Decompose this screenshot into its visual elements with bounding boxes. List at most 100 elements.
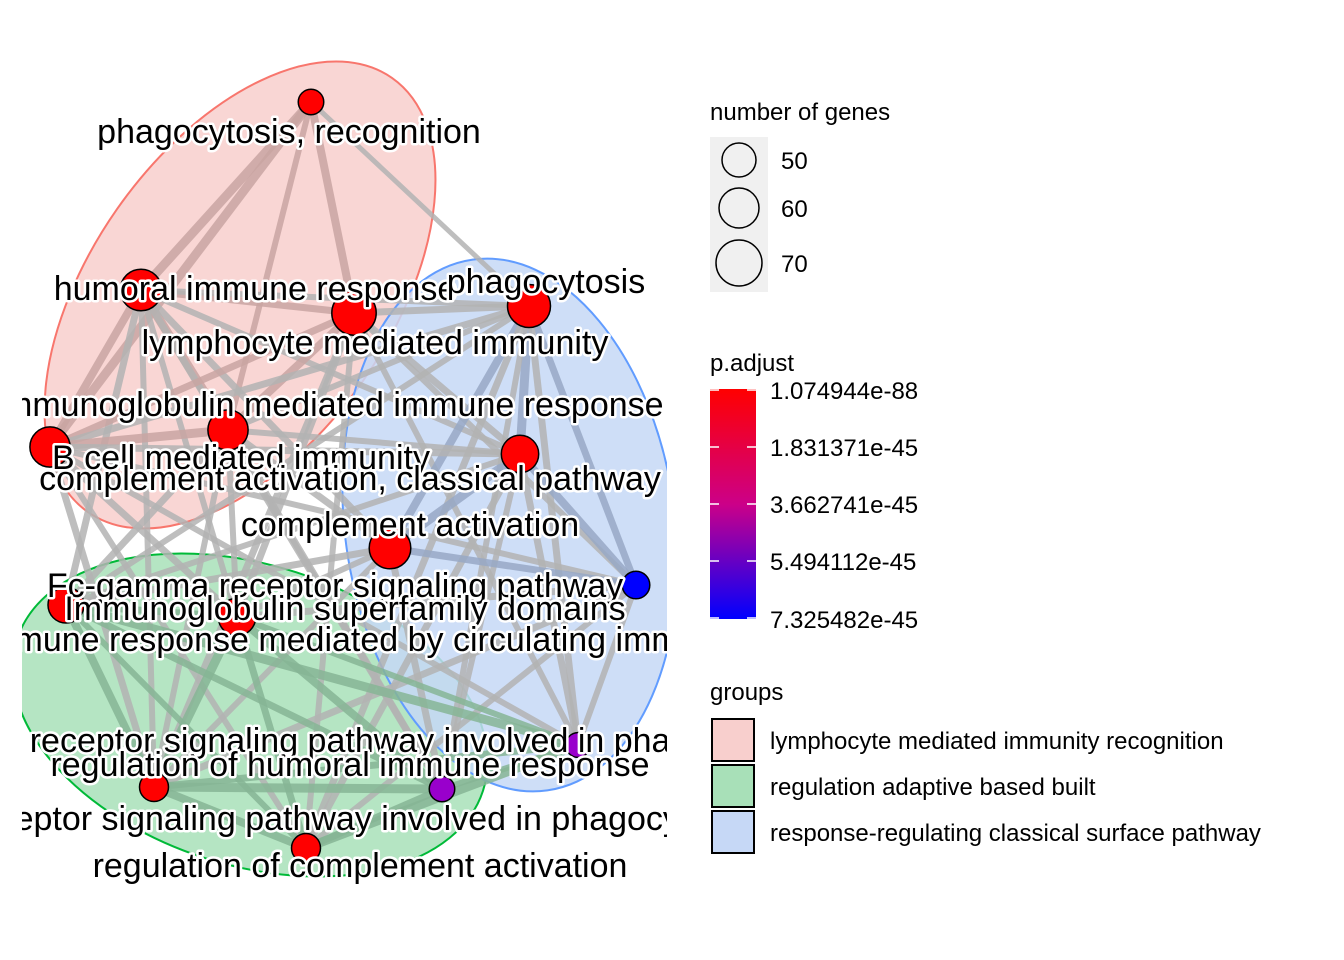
edge [64,601,444,793]
edges [46,98,640,853]
edge [64,303,531,608]
edge [151,429,231,788]
size-legend-circle-70 [715,239,763,287]
edge [46,287,145,450]
size-legend-label-70: 70 [781,251,808,278]
edge [49,443,521,458]
node-label-7: complement activation, classical pathway [39,460,661,498]
padjust-tick-1: 1.074944e-88 [770,378,918,405]
node-label-15: regulation of complement activation [93,847,628,885]
node-label-5: immunoglobulin mediated immune response [0,386,664,424]
node-7 [500,434,540,474]
edge [226,303,531,433]
edge [65,451,521,608]
node-9 [621,570,651,600]
edge [225,101,314,431]
edge [386,304,533,550]
node-6 [29,426,71,468]
edge [304,785,444,852]
node-label-4: phagocytosis [447,263,645,301]
node-label-6: B cell mediated immunity [52,439,430,477]
edge [235,614,580,748]
padjust-tick-4: 5.494112e-45 [770,549,916,576]
edge [46,99,315,450]
edge [65,544,391,609]
edge [575,583,639,747]
groups-legend-swatch-3 [711,810,755,854]
node-5 [207,409,249,451]
edge [517,451,639,588]
edge [138,287,393,551]
padjust-tick-3: 3.662741e-45 [770,492,918,519]
node-label-1: phagocytosis, recognition [97,113,481,151]
node-label-14: Fc receptor signaling pathway involved i… [0,800,750,838]
node-10 [217,597,257,637]
edge [236,581,637,621]
node-1 [297,88,325,116]
edge [353,302,530,317]
edge [302,304,533,850]
size-legend-label-50: 50 [781,148,808,175]
node-label-9: Fc-gamma receptor signaling pathway [47,567,623,605]
edge [140,287,530,309]
size-legend-circle-50 [721,142,757,178]
groups-legend-label-1: lymphocyte mediated immunity recognition [770,728,1224,755]
nodes [29,88,651,864]
edge [47,444,240,620]
edge [65,601,238,621]
node-labels: phagocytosis, recognition humoral immune … [0,111,854,888]
padjust-tick-5: 7.325482e-45 [770,607,918,634]
node-3 [331,290,377,336]
edge [48,444,580,748]
edge [152,581,638,791]
groups-legend: groups lymphocyte mediated immunity reco… [710,679,1261,854]
groups-legend-label-2: regulation adaptive based built [770,774,1096,801]
edge [151,545,393,790]
edge [138,289,240,618]
edge [525,305,582,746]
padjust-tick-2: 1.831371e-45 [770,435,918,462]
node-label-8: complement activation [241,506,579,544]
node-13 [138,771,170,803]
node-11 [47,586,85,624]
edge [153,741,579,791]
node-label-12: Fc-gamma receptor signaling pathway invo… [0,722,812,760]
edge [62,603,158,789]
edge [307,101,358,314]
node-2 [119,268,163,312]
edge [516,453,582,746]
node-14 [428,775,456,803]
edge [309,100,531,308]
node-label-11: humoral immune response mediated by circ… [0,621,854,659]
padjust-legend: p.adjust 1.074944e-88 1.831371e-45 3.662… [710,350,918,634]
node-label-13: regulation of humoral immune response [50,746,649,784]
groups-legend-label-3: response-regulating classical surface pa… [770,820,1261,847]
edge [153,782,443,794]
groups-legend-title: groups [710,679,783,706]
node-label-10: Immunoglobulin superfamily domains [64,590,625,628]
edge [63,602,309,851]
edge [235,545,392,620]
edge [439,453,523,790]
edge [387,450,523,552]
node-label-3: lymphocyte mediated immunity [142,324,609,362]
node-label-2: humoral immune response [54,270,457,308]
size-legend-circle-60 [718,187,760,229]
padjust-legend-title: p.adjust [710,350,794,377]
edge [389,544,637,589]
edge [152,783,308,852]
node-4 [506,283,552,329]
groups-legend-swatch-2 [711,764,755,808]
edge [225,310,357,433]
size-legend-label-60: 60 [781,196,808,223]
edge [47,445,309,850]
edge [225,429,240,618]
edge [303,312,357,849]
edge [525,304,640,587]
edge [64,600,580,750]
edge [48,309,356,451]
edge [351,311,581,747]
edge [49,302,530,451]
size-legend: number of genes 50 60 70 [710,99,890,292]
